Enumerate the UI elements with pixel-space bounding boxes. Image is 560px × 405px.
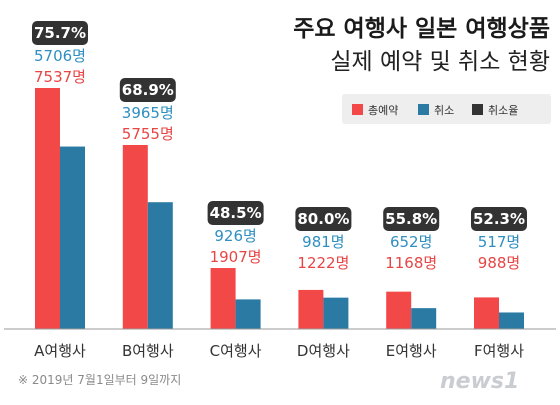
total-value-label: 5755명 [122,125,174,143]
bar-cancel [60,146,85,329]
legend-label-total: 총예약 [368,103,398,117]
cancel-value-label: 926명 [214,227,256,245]
legend: 총예약 취소 취소율 [342,94,551,124]
cancel-value-label: 3965명 [122,104,174,122]
total-value-label: 988명 [478,254,520,272]
cancel-rate-label: 55.8% [385,210,437,228]
cancel-value-label: 5706명 [34,47,86,65]
bar-total [35,88,60,329]
chart-title: 주요 여행사 일본 여행상품 [293,16,550,42]
cancel-rate-badge [295,207,352,231]
chart-subtitle: 실제 예약 및 취소 현황 [330,49,550,75]
total-value-label: 1222명 [297,254,349,272]
bar-cancel [235,299,261,329]
legend-label-cancel: 취소 [434,104,454,117]
cancel-value-label: 981명 [302,233,344,251]
bar-cancel [499,312,524,329]
cancel-rate-label: 75.7% [34,24,86,42]
bar-total [386,291,412,329]
total-value-label: 1168명 [385,254,437,272]
cancel-rate-label: 52.3% [473,210,525,228]
cancel-value-label: 517명 [478,233,520,251]
cancel-rate-label: 48.5% [210,204,262,222]
x-tick-label: C여행사 [210,342,262,360]
cancel-rate-badge [383,207,440,231]
plot-area: 75.7% 5706명 7537명 A여행사 68.9% 3965명 5755명 B여행사 48… [32,21,527,360]
bar-cancel [323,297,349,329]
legend-swatch-cancel [418,104,429,115]
bar-total [298,289,324,329]
bar-cancel [411,308,437,329]
cancel-rate-label: 68.9% [122,81,174,99]
x-tick-label: D여행사 [297,342,350,360]
legend-swatch-rate [472,104,483,115]
x-tick-label: F여행사 [474,342,524,360]
x-tick-label: A여행사 [34,342,86,360]
cancel-rate-badge [471,207,527,231]
bar-total [474,297,499,329]
logo-text: news1 [440,369,519,394]
bar-total [210,268,236,329]
cancel-rate-badge [119,77,176,102]
cancel-rate-badge [207,201,264,226]
cancel-value-label: 652명 [390,233,432,251]
total-value-label: 7537명 [34,68,86,86]
x-tick-label: B여행사 [122,342,174,360]
legend-background [342,94,551,124]
total-value-label: 1907명 [210,248,262,266]
x-tick-label: E여행사 [386,342,437,360]
news1-logo: news1 [440,369,519,394]
cancel-rate-badge [32,21,88,45]
bar-total [122,144,148,329]
legend-label-rate: 취소율 [488,104,518,117]
bar-cancel [147,202,173,329]
legend-swatch-total [352,104,363,115]
cancel-rate-label: 80.0% [297,210,349,228]
footnote: ※ 2019년 7월1일부터 9일까지 [18,373,181,387]
